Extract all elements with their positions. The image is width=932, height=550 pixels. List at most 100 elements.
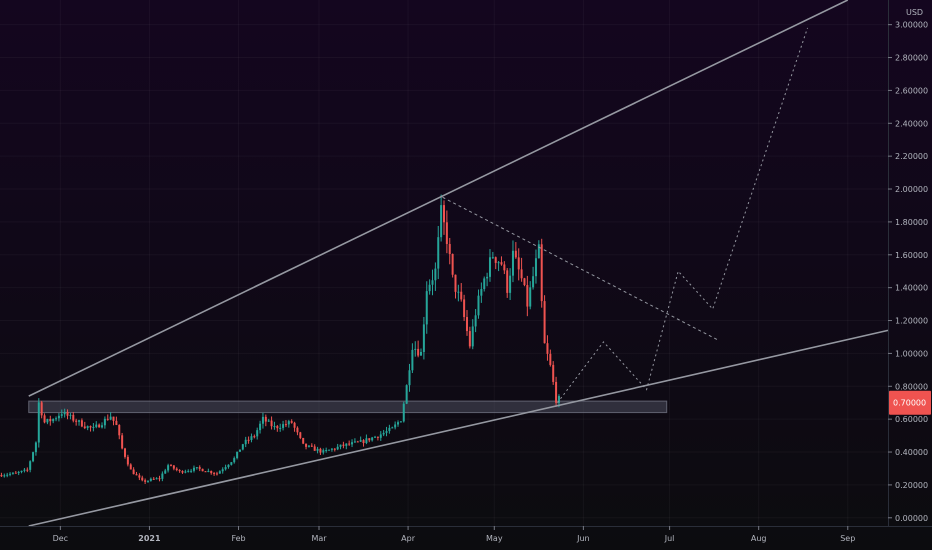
candle-186[interactable]: [534, 249, 537, 284]
candle-21[interactable]: [60, 409, 63, 419]
candle-176[interactable]: [506, 268, 509, 298]
candle-139[interactable]: [399, 421, 402, 423]
candle-33[interactable]: [95, 421, 98, 429]
candle-187[interactable]: [537, 240, 540, 259]
candle-169[interactable]: [486, 272, 489, 287]
candle-179[interactable]: [514, 242, 517, 259]
candle-165[interactable]: [474, 309, 477, 333]
candle-111[interactable]: [319, 447, 322, 455]
candle-73[interactable]: [210, 470, 213, 475]
candle-59[interactable]: [169, 463, 172, 467]
candle-135[interactable]: [388, 424, 391, 434]
candle-65[interactable]: [187, 469, 190, 473]
candle-141[interactable]: [405, 384, 408, 405]
candle-56[interactable]: [161, 471, 164, 482]
candle-105[interactable]: [302, 437, 305, 445]
candle-53[interactable]: [152, 477, 155, 480]
candle-188[interactable]: [540, 238, 543, 308]
candle-38[interactable]: [109, 412, 112, 421]
candle-171[interactable]: [491, 251, 494, 259]
candle-85[interactable]: [244, 436, 247, 448]
candle-178[interactable]: [511, 240, 514, 283]
candle-184[interactable]: [529, 281, 532, 310]
candle-108[interactable]: [310, 443, 313, 448]
candle-137[interactable]: [394, 421, 397, 430]
candle-29[interactable]: [83, 421, 86, 430]
candle-91[interactable]: [261, 412, 264, 429]
candle-22[interactable]: [63, 408, 66, 418]
candle-175[interactable]: [503, 261, 506, 275]
candle-16[interactable]: [46, 418, 49, 425]
candle-192[interactable]: [552, 361, 555, 385]
candle-83[interactable]: [238, 449, 241, 452]
candle-39[interactable]: [112, 416, 115, 426]
candle-0[interactable]: [0, 472, 3, 477]
candle-103[interactable]: [296, 426, 299, 436]
candle-92[interactable]: [264, 414, 267, 427]
lower-trendline[interactable]: [28, 329, 889, 527]
candle-64[interactable]: [184, 469, 187, 474]
candle-131[interactable]: [376, 436, 379, 441]
candle-88[interactable]: [253, 434, 256, 439]
candle-90[interactable]: [259, 420, 262, 434]
candle-68[interactable]: [195, 467, 198, 470]
candle-120[interactable]: [345, 443, 348, 450]
candle-76[interactable]: [218, 470, 221, 474]
candle-50[interactable]: [144, 478, 147, 484]
candle-125[interactable]: [359, 436, 362, 442]
candle-140[interactable]: [402, 401, 405, 423]
candle-8[interactable]: [23, 467, 26, 473]
candle-66[interactable]: [190, 468, 193, 473]
candle-24[interactable]: [69, 412, 72, 420]
candle-2[interactable]: [6, 472, 9, 478]
candle-20[interactable]: [57, 413, 60, 422]
candle-122[interactable]: [351, 439, 354, 448]
candle-181[interactable]: [520, 257, 523, 282]
candle-10[interactable]: [29, 460, 32, 473]
candle-168[interactable]: [483, 276, 486, 292]
candle-109[interactable]: [313, 444, 316, 451]
candle-63[interactable]: [181, 470, 184, 474]
candle-47[interactable]: [135, 471, 138, 476]
candle-52[interactable]: [149, 477, 152, 482]
candle-115[interactable]: [330, 447, 333, 452]
descending-trendline[interactable]: [442, 196, 719, 341]
candle-80[interactable]: [230, 461, 233, 466]
candle-4[interactable]: [11, 472, 14, 475]
candle-183[interactable]: [526, 275, 529, 317]
candle-61[interactable]: [175, 467, 178, 472]
candle-150[interactable]: [431, 269, 434, 296]
candle-117[interactable]: [336, 443, 339, 451]
candle-128[interactable]: [368, 438, 371, 443]
candle-189[interactable]: [543, 295, 546, 344]
candle-110[interactable]: [316, 446, 319, 454]
candle-156[interactable]: [448, 237, 451, 265]
candle-11[interactable]: [32, 451, 35, 463]
candle-147[interactable]: [422, 316, 425, 360]
time-axis[interactable]: Dec 2021 Feb Mar Apr May Jun Jul Aug Sep: [0, 526, 932, 543]
candle-86[interactable]: [247, 436, 250, 444]
candle-97[interactable]: [279, 423, 282, 432]
candle-114[interactable]: [328, 449, 331, 451]
candle-104[interactable]: [299, 431, 302, 440]
candle-27[interactable]: [78, 419, 81, 426]
candle-45[interactable]: [129, 463, 132, 470]
candle-23[interactable]: [66, 409, 69, 420]
candle-167[interactable]: [480, 282, 483, 303]
candle-136[interactable]: [391, 426, 394, 429]
candle-144[interactable]: [414, 341, 417, 357]
candle-41[interactable]: [118, 424, 121, 440]
candle-163[interactable]: [468, 326, 471, 349]
candle-154[interactable]: [442, 200, 446, 235]
candle-58[interactable]: [167, 463, 170, 473]
candle-133[interactable]: [382, 429, 385, 437]
candle-37[interactable]: [106, 414, 109, 421]
candle-166[interactable]: [477, 289, 480, 319]
candle-129[interactable]: [371, 436, 374, 442]
candle-19[interactable]: [55, 416, 58, 422]
candle-126[interactable]: [362, 439, 365, 447]
candle-28[interactable]: [80, 418, 83, 428]
candle-60[interactable]: [172, 465, 175, 471]
candle-54[interactable]: [155, 477, 158, 480]
